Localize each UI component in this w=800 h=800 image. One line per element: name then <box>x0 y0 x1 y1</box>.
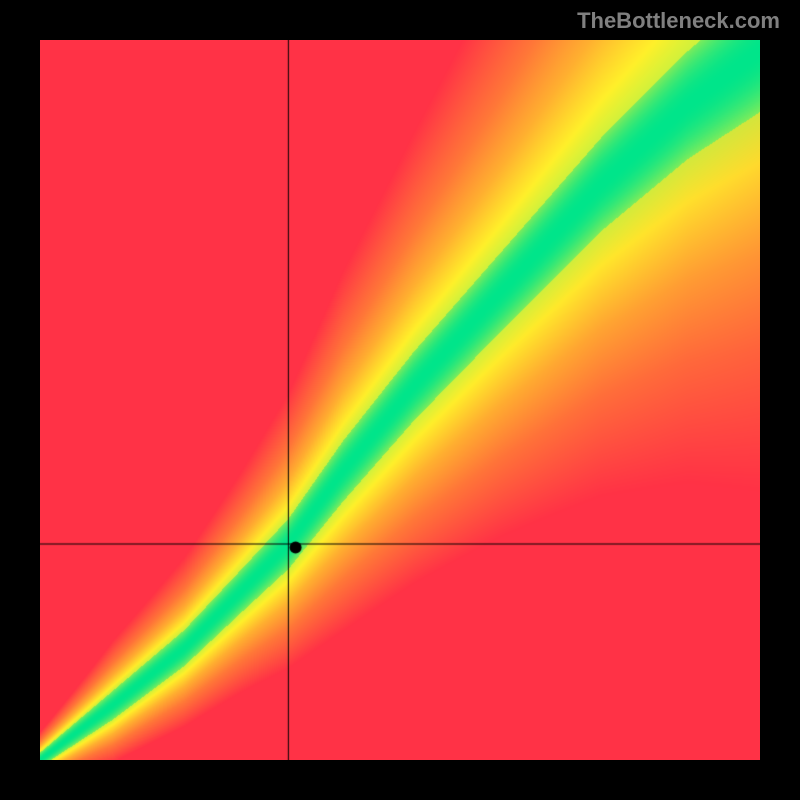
chart-container: TheBottleneck.com <box>0 0 800 800</box>
watermark-text: TheBottleneck.com <box>577 8 780 34</box>
heatmap-plot <box>40 40 760 760</box>
heatmap-canvas <box>40 40 760 760</box>
